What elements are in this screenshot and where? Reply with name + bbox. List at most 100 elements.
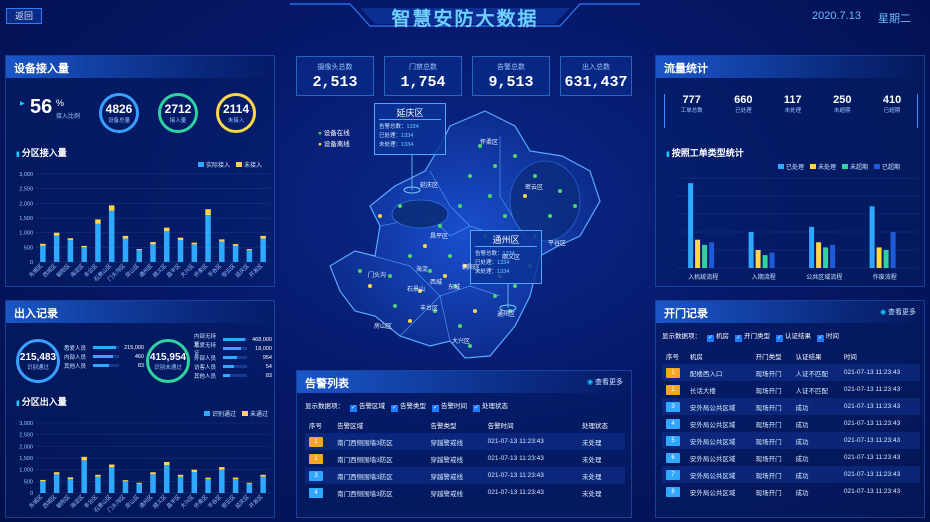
bar-未通过[interactable] xyxy=(53,472,60,475)
district-label[interactable]: 昌平区 xyxy=(430,234,449,240)
bar-识别通过[interactable] xyxy=(108,467,115,493)
district-label[interactable]: 西城 xyxy=(430,280,443,286)
bar-实际接入[interactable] xyxy=(260,238,266,262)
bar-未处理[interactable] xyxy=(755,250,761,268)
door-filter-3[interactable]: ✓ 认证结果 xyxy=(776,333,811,342)
bar-实际接入[interactable] xyxy=(191,244,198,262)
bar-未接入[interactable] xyxy=(67,238,74,240)
door-filter-2[interactable]: ✓ 开门类型 xyxy=(735,333,770,342)
district-label[interactable]: 延庆区 xyxy=(420,183,439,189)
alarm-row[interactable]: 4 南门西侧围墙3防区 穿越警戒线 021-07-13 11:23:43 未处理 xyxy=(305,484,625,501)
bar-未接入[interactable] xyxy=(164,227,170,232)
bar-未通过[interactable] xyxy=(191,469,198,472)
bar-未接入[interactable] xyxy=(53,232,60,236)
bar-识别通过[interactable] xyxy=(81,460,87,493)
bar-实际接入[interactable] xyxy=(232,245,239,262)
alarm-row[interactable]: 3 南门西侧围墙3防区 穿越警戒线 021-07-13 11:23:43 未处理 xyxy=(305,467,625,484)
alarm-filter-4[interactable]: ✓ 处理状态 xyxy=(473,403,508,412)
district-label[interactable]: 大兴区 xyxy=(452,339,471,345)
door-row[interactable]: 5 安外局公共区域 现场开门 成功 021-07-13 11:23:43 xyxy=(662,432,920,449)
bar-未通过[interactable] xyxy=(108,464,115,468)
bar-识别通过[interactable] xyxy=(219,469,225,493)
district-label[interactable]: 朝阳区 xyxy=(462,265,481,271)
bar-未接入[interactable] xyxy=(95,219,101,224)
door-row[interactable]: 1 配楼西入口 现场开门 人证不匹配 021-07-13 11:23:43 xyxy=(662,364,920,381)
bar-未通过[interactable] xyxy=(177,474,184,477)
bar-实际接入[interactable] xyxy=(122,238,129,262)
bar-未接入[interactable] xyxy=(246,249,253,251)
bar-实际接入[interactable] xyxy=(150,244,156,262)
bar-未超期[interactable] xyxy=(823,247,829,268)
bar-未接入[interactable] xyxy=(219,239,225,242)
bar-未通过[interactable] xyxy=(219,467,225,470)
beijing-map[interactable] xyxy=(300,96,640,364)
bar-实际接入[interactable] xyxy=(177,240,184,262)
district-label[interactable]: 石景山 xyxy=(407,287,426,293)
door-more-link[interactable]: ◉ 查看更多 xyxy=(880,307,916,317)
bar-未通过[interactable] xyxy=(232,477,239,479)
alarm-filter-3[interactable]: ✓ 告警时间 xyxy=(432,403,467,412)
door-filter-1[interactable]: ✓ 机房 xyxy=(707,333,729,342)
bar-已处理[interactable] xyxy=(809,226,815,268)
bar-未接入[interactable] xyxy=(122,235,129,239)
bar-识别通过[interactable] xyxy=(67,479,74,493)
back-button[interactable]: 返回 xyxy=(6,8,42,24)
bar-未超期[interactable] xyxy=(702,244,708,268)
district-label[interactable]: 东城 xyxy=(448,285,461,291)
door-row[interactable]: 7 安外局公共区域 现场开门 成功 021-07-13 11:23:43 xyxy=(662,466,920,483)
bar-实际接入[interactable] xyxy=(246,250,253,262)
district-label[interactable]: 密云区 xyxy=(525,185,544,191)
bar-实际接入[interactable] xyxy=(67,240,74,262)
district-label[interactable]: 门头沟 xyxy=(368,273,387,279)
bar-未接入[interactable] xyxy=(177,237,184,240)
bar-未接入[interactable] xyxy=(136,249,142,251)
bar-未处理[interactable] xyxy=(876,247,882,268)
alarm-filter-1[interactable]: ✓ 告警区域 xyxy=(350,403,385,412)
bar-未通过[interactable] xyxy=(95,474,101,477)
door-row[interactable]: 6 安外局公共区域 现场开门 成功 021-07-13 11:23:43 xyxy=(662,449,920,466)
bar-实际接入[interactable] xyxy=(219,241,225,262)
alarm-filter-2[interactable]: ✓ 告警类型 xyxy=(391,403,426,412)
bar-未处理[interactable] xyxy=(695,239,701,268)
district-label[interactable]: 海淀 xyxy=(416,267,429,273)
bar-识别通过[interactable] xyxy=(53,474,60,493)
district-label[interactable]: 平谷区 xyxy=(548,241,567,247)
bar-未接入[interactable] xyxy=(205,209,211,216)
bar-识别通过[interactable] xyxy=(177,476,184,493)
bar-未通过[interactable] xyxy=(67,477,74,479)
alarm-row[interactable]: 2 南门西侧围墙3防区 穿越警戒线 021-07-13 11:23:43 未处理 xyxy=(305,450,625,467)
bar-已处理[interactable] xyxy=(869,206,875,268)
bar-已超期[interactable] xyxy=(830,244,836,268)
door-row[interactable]: 8 安外局公共区域 现场开门 成功 021-07-13 11:23:43 xyxy=(662,483,920,500)
bar-未接入[interactable] xyxy=(260,235,266,239)
bar-实际接入[interactable] xyxy=(81,247,87,262)
bar-识别通过[interactable] xyxy=(150,474,156,493)
bar-未处理[interactable] xyxy=(816,242,822,268)
bar-识别通过[interactable] xyxy=(95,476,101,493)
alarm-row[interactable]: 1 南门西侧围墙3防区 穿越警戒线 021-07-13 11:23:43 未处理 xyxy=(305,433,625,450)
district-label[interactable]: 房山区 xyxy=(374,324,393,330)
bar-已处理[interactable] xyxy=(748,232,754,268)
bar-实际接入[interactable] xyxy=(40,245,46,262)
bar-未接入[interactable] xyxy=(150,242,156,245)
bar-未通过[interactable] xyxy=(205,477,211,479)
bar-未通过[interactable] xyxy=(81,456,87,461)
alarm-more-link[interactable]: ◉ 查看更多 xyxy=(587,377,623,387)
bar-识别通过[interactable] xyxy=(164,465,170,493)
door-row[interactable]: 2 长话大楼 现场开门 人证不匹配 021-07-13 11:23:43 xyxy=(662,381,920,398)
bar-未通过[interactable] xyxy=(136,482,142,484)
bar-已处理[interactable] xyxy=(688,183,694,268)
bar-未通过[interactable] xyxy=(40,479,46,482)
bar-未通过[interactable] xyxy=(246,482,253,484)
bar-未通过[interactable] xyxy=(150,472,156,475)
bar-未接入[interactable] xyxy=(108,205,115,211)
bar-已超期[interactable] xyxy=(769,252,775,268)
bar-识别通过[interactable] xyxy=(191,472,198,493)
bar-实际接入[interactable] xyxy=(53,235,60,262)
bar-识别通过[interactable] xyxy=(260,476,266,493)
bar-未接入[interactable] xyxy=(81,245,87,248)
bar-已超期[interactable] xyxy=(709,242,715,268)
district-label[interactable]: 顺义区 xyxy=(502,255,521,261)
bar-实际接入[interactable] xyxy=(164,231,170,262)
bar-未超期[interactable] xyxy=(883,250,889,268)
